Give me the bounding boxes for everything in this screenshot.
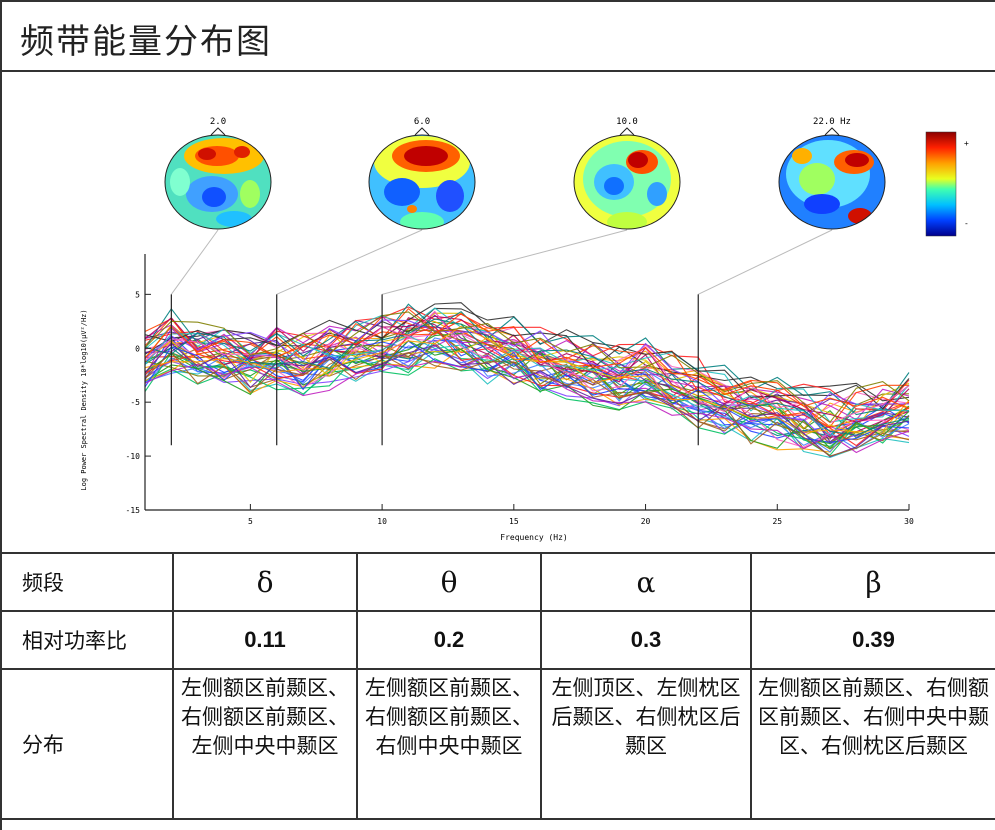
x-tick-label: 10 xyxy=(377,517,387,526)
y-tick-label: 0 xyxy=(135,344,140,353)
x-tick-label: 30 xyxy=(904,517,914,526)
map-label-4: 22.0 Hz xyxy=(813,117,851,127)
channel-spectrum xyxy=(144,312,910,410)
map-connector xyxy=(276,229,423,295)
colorbar-top-label: + xyxy=(964,139,969,148)
band-header-label: 频段 xyxy=(0,552,174,612)
band-beta: β xyxy=(750,552,995,612)
band-theta: θ xyxy=(356,552,542,612)
title-bar: 频带能量分布图 xyxy=(0,0,995,72)
distribution-beta: 左侧额区前颞区、右侧额区前颞区、右侧中央中颞区、右侧枕区后颞区 xyxy=(750,668,995,820)
topomap-2hz xyxy=(165,135,271,229)
colorbar xyxy=(925,131,957,237)
x-tick-label: 5 xyxy=(248,517,253,526)
ratio-delta: 0.11 xyxy=(172,610,358,670)
band-table: 频段 δ θ α β 相对功率比 0.11 0.2 0.3 0.39 分布 左侧… xyxy=(0,552,995,820)
channel-spectrum xyxy=(144,303,910,416)
channel-spectrum xyxy=(144,342,910,458)
channel-spectrum xyxy=(144,351,910,457)
distribution-label: 分布 xyxy=(0,668,174,820)
axis-ticks: 5 10 15 20 25 30 5 0 -5 -10 -15 xyxy=(126,290,914,526)
y-tick-label: -10 xyxy=(126,452,141,461)
map-connectors xyxy=(170,229,833,295)
topomap-6hz xyxy=(369,135,475,229)
channel-spectrum xyxy=(144,302,910,410)
band-header-row: 频段 δ θ α β xyxy=(0,552,995,612)
channel-spectrum xyxy=(144,315,910,423)
distribution-alpha: 左侧顶区、左侧枕区后颞区、右侧枕区后颞区 xyxy=(540,668,752,820)
ratio-alpha: 0.3 xyxy=(540,610,752,670)
channel-spectrum xyxy=(144,307,909,428)
distribution-theta: 左侧额区前颞区、右侧额区前颞区、右侧中央中颞区 xyxy=(356,668,542,820)
channel-spectrum xyxy=(144,329,910,440)
ratio-label: 相对功率比 xyxy=(0,610,174,670)
x-axis-label: Frequency (Hz) xyxy=(500,533,567,542)
topomap-10hz xyxy=(574,135,680,229)
map-connector xyxy=(698,229,833,295)
ratio-row: 相对功率比 0.11 0.2 0.3 0.39 xyxy=(0,610,995,670)
distribution-delta: 左侧额区前颞区、右侧额区前颞区、左侧中央中颞区 xyxy=(172,668,358,820)
channel-spectrum xyxy=(144,340,910,443)
topomap-22hz xyxy=(779,135,885,229)
map-label-2: 6.0 xyxy=(414,117,430,127)
band-alpha: α xyxy=(540,552,752,612)
map-label-3: 10.0 xyxy=(616,117,638,127)
x-tick-label: 15 xyxy=(509,517,519,526)
channel-spectrum xyxy=(144,310,910,424)
channel-spectrum xyxy=(144,318,910,436)
ratio-beta: 0.39 xyxy=(750,610,995,670)
spectrum-lines xyxy=(144,302,910,458)
band-delta: δ xyxy=(172,552,358,612)
y-tick-label: -15 xyxy=(126,506,141,515)
channel-spectrum xyxy=(144,339,910,450)
distribution-row: 分布 左侧额区前颞区、右侧额区前颞区、左侧中央中颞区 左侧额区前颞区、右侧额区前… xyxy=(0,668,995,820)
channel-spectrum xyxy=(144,355,910,454)
x-tick-label: 20 xyxy=(641,517,651,526)
channel-spectrum xyxy=(144,332,910,445)
y-tick-label: -5 xyxy=(130,398,140,407)
axes xyxy=(144,254,909,511)
channel-spectrum xyxy=(144,351,910,456)
spectral-figure-svg: 2.0 6.0 10.0 22.0 Hz xyxy=(80,117,969,542)
channel-spectrum xyxy=(144,333,910,448)
channel-spectrum xyxy=(144,326,910,447)
y-axis-label: Log Power Spectral Density 10*log10(μV²/… xyxy=(80,309,88,490)
map-label-1: 2.0 xyxy=(210,117,226,127)
x-tick-label: 25 xyxy=(772,517,782,526)
channel-spectrum xyxy=(144,311,910,423)
spectral-figure: 2.0 6.0 10.0 22.0 Hz xyxy=(2,74,995,552)
colorbar-bottom-label: - xyxy=(964,219,969,228)
map-connector xyxy=(381,229,628,295)
ratio-theta: 0.2 xyxy=(356,610,542,670)
page-title: 频带能量分布图 xyxy=(20,22,272,62)
channel-spectrum xyxy=(144,306,910,412)
y-tick-label: 5 xyxy=(135,290,140,299)
channel-spectrum xyxy=(144,325,910,433)
frequency-markers xyxy=(170,294,699,446)
map-connector xyxy=(170,229,219,295)
